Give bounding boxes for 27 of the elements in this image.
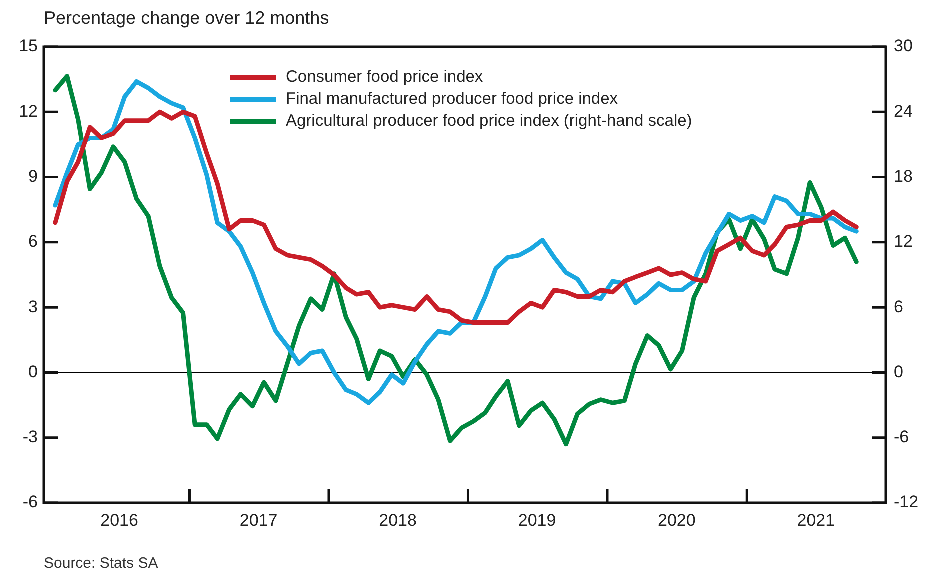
source-note: Source: Stats SA	[44, 555, 158, 572]
y-tick-label: 15	[19, 36, 38, 56]
y2-tick-label: -12	[894, 492, 919, 512]
legend-label: Agricultural producer food price index (right-hand scale)	[286, 112, 692, 130]
y2-tick-label: 6	[894, 297, 904, 316]
y-tick-label: 0	[28, 362, 38, 382]
x-tick-label: 2018	[379, 510, 417, 530]
y-tick-label: 3	[28, 297, 38, 316]
legend-label: Consumer food price index	[286, 68, 484, 86]
y-tick-label: 9	[28, 166, 38, 186]
y2-tick-label: 18	[894, 166, 913, 186]
y-tick-label: -3	[22, 428, 38, 447]
x-tick-label: 2020	[658, 510, 696, 530]
y2-tick-label: 30	[894, 36, 913, 56]
x-tick-label: 2021	[797, 510, 836, 530]
y-tick-label: 6	[28, 232, 38, 252]
y2-tick-label: 24	[894, 102, 913, 121]
y2-tick-label: 0	[894, 362, 904, 382]
x-tick-label: 2017	[240, 510, 278, 530]
y2-tick-label: 12	[894, 232, 913, 252]
y-tick-label: 12	[19, 102, 38, 121]
x-tick-label: 2019	[518, 510, 556, 530]
y-axis-title: Percentage change over 12 months	[44, 8, 330, 29]
legend-label: Final manufactured producer food price index	[286, 90, 618, 108]
x-tick-label: 2016	[100, 510, 138, 530]
y2-tick-label: -6	[894, 428, 910, 447]
y-tick-label: -6	[22, 492, 38, 512]
